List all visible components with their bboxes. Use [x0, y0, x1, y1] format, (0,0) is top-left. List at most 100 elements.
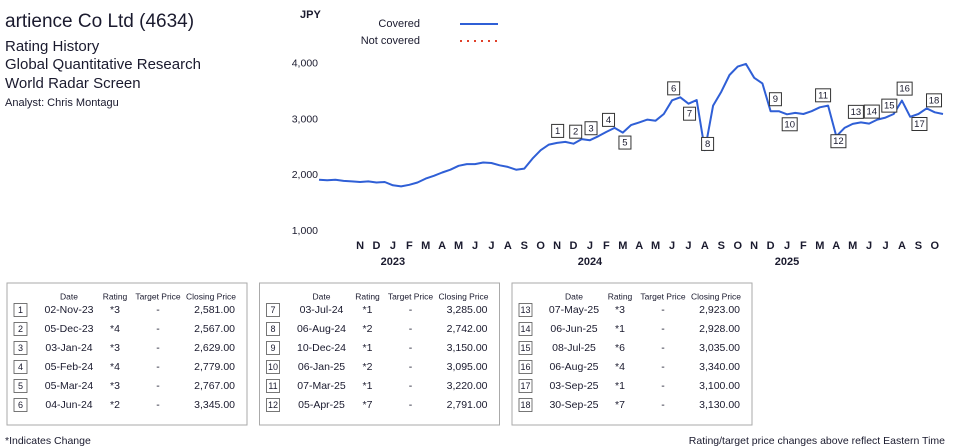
x-tick-label: N [356, 240, 364, 252]
analyst: Analyst: Chris Montagu [5, 97, 119, 109]
row-target: - [156, 304, 160, 316]
rating-marker [781, 117, 798, 132]
rating-marker-label: 16 [899, 84, 910, 95]
row-number-box [518, 341, 533, 355]
x-tick-label: F [406, 240, 413, 252]
row-number: 7 [270, 305, 275, 315]
row-close: 2,928.00 [699, 323, 740, 335]
rating-marker-label: 9 [773, 94, 778, 105]
subtitle: World Radar Screen [5, 75, 141, 92]
row-target: - [156, 399, 160, 411]
rating-marker [863, 104, 880, 119]
x-tick-label: J [488, 240, 494, 252]
row-target: - [409, 380, 413, 392]
row-date: 05-Feb-24 [45, 361, 94, 373]
row-rating: *4 [110, 323, 120, 335]
table-box [259, 282, 500, 426]
row-close: 3,285.00 [447, 304, 488, 316]
rating-marker-label: 3 [588, 123, 593, 134]
y-tick-label: 2,000 [292, 169, 318, 181]
row-number-box [13, 322, 28, 336]
year-label: 2025 [775, 256, 799, 268]
row-number: 11 [268, 381, 277, 391]
x-tick-label: A [832, 240, 840, 252]
rating-marker-label: 18 [929, 95, 940, 106]
row-number: 16 [520, 362, 530, 372]
row-rating: *4 [615, 361, 625, 373]
subtitle: Rating History [5, 38, 100, 55]
rating-marker [618, 135, 632, 150]
row-target: - [156, 361, 160, 373]
row-target: - [156, 323, 160, 335]
rating-marker-label: 17 [914, 119, 925, 130]
row-number: 9 [270, 343, 275, 353]
row-number-box [13, 398, 28, 412]
row-number: 12 [268, 400, 278, 410]
x-tick-label: S [915, 240, 922, 252]
row-rating: *1 [615, 380, 625, 392]
row-date: 06-Aug-24 [297, 323, 346, 335]
rating-marker [602, 112, 616, 127]
row-number-box [266, 322, 280, 336]
row-rating: *1 [363, 380, 373, 392]
y-tick-label: 1,000 [292, 225, 318, 237]
x-tick-label: O [536, 240, 545, 252]
row-close: 3,095.00 [447, 361, 488, 373]
row-close: 3,150.00 [447, 342, 488, 354]
row-date: 03-Jan-24 [45, 342, 92, 354]
row-target: - [661, 342, 665, 354]
table-header: Rating [103, 291, 128, 301]
row-number-box [266, 360, 280, 374]
row-close: 2,581.00 [194, 304, 235, 316]
x-tick-label: O [931, 240, 940, 252]
row-target: - [409, 399, 413, 411]
row-close: 2,767.00 [194, 380, 235, 392]
row-number: 1 [18, 305, 23, 315]
rating-marker [701, 136, 715, 151]
row-number-box [518, 303, 533, 317]
legend-label: Not covered [361, 35, 420, 47]
row-number-box [266, 303, 280, 317]
row-number-box [13, 360, 28, 374]
row-close: 3,130.00 [699, 399, 740, 411]
rating-marker-label: 8 [705, 139, 710, 150]
x-tick-label: A [504, 240, 512, 252]
rating-marker [551, 123, 565, 138]
x-tick-label: D [570, 240, 578, 252]
row-date: 07-Mar-25 [297, 380, 346, 392]
row-number-box [518, 360, 533, 374]
x-tick-label: D [767, 240, 775, 252]
x-tick-label: J [390, 240, 396, 252]
table-header: Date [313, 291, 331, 301]
row-rating: *3 [615, 304, 625, 316]
row-close: 2,629.00 [194, 342, 235, 354]
row-rating: *3 [110, 380, 120, 392]
row-rating: *1 [615, 323, 625, 335]
row-rating: *1 [363, 342, 373, 354]
rating-marker [911, 117, 928, 131]
rating-marker-label: 10 [784, 119, 795, 130]
table-header: Target Price [135, 291, 181, 301]
row-date: 06-Aug-25 [549, 361, 598, 373]
rating-marker-label: 15 [884, 101, 895, 112]
rating-marker-label: 14 [867, 107, 878, 118]
row-target: - [409, 304, 413, 316]
row-date: 02-Nov-23 [44, 304, 93, 316]
row-number: 15 [520, 343, 530, 353]
subtitle: Global Quantitative Research [5, 56, 201, 73]
rating-marker [830, 134, 847, 149]
row-close: 3,220.00 [447, 380, 488, 392]
row-rating: *3 [110, 304, 120, 316]
tables: Date Rating Target Price Closing Price 1 02-N… [6, 282, 753, 426]
row-target: - [661, 304, 665, 316]
rating-marker-label: 7 [687, 109, 692, 120]
x-tick-label: J [866, 240, 872, 252]
row-rating: *7 [615, 399, 625, 411]
row-date: 07-May-25 [549, 304, 599, 316]
x-tick-label: J [472, 240, 478, 252]
rating-marker-label: 12 [833, 136, 844, 147]
row-date: 06-Jan-25 [298, 361, 345, 373]
x-tick-label: M [454, 240, 463, 252]
price-line [318, 62, 944, 188]
